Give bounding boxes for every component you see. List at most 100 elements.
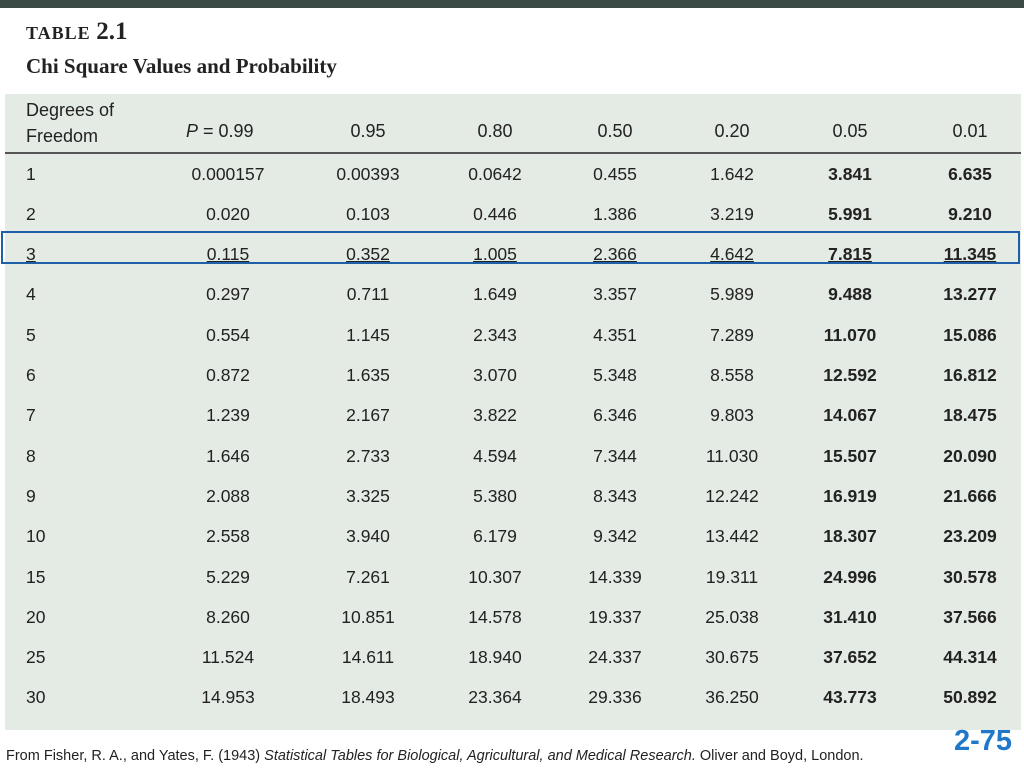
value-cell: 23.364: [468, 687, 522, 707]
value-cell: 0.455: [593, 164, 637, 184]
value-cell: 0.000157: [191, 164, 265, 184]
value-cell: 0.103: [346, 204, 390, 224]
value-cell: 14.067: [823, 405, 877, 425]
table-row: 6 0.872 1.635 3.070 5.348 8.558 12.592 16.812: [0, 355, 1024, 395]
table-row: 10 2.558 3.940 6.179 9.342 13.442 18.307 23.209: [0, 516, 1024, 556]
value-cell: 7.289: [710, 325, 754, 345]
value-cell: 8.260: [206, 607, 250, 627]
table-row: 7 1.239 2.167 3.822 6.346 9.803 14.067 18.475: [0, 395, 1024, 435]
value-cell: 18.493: [341, 687, 395, 707]
value-cell: 3.822: [473, 405, 517, 425]
value-cell: 1.239: [206, 405, 250, 425]
header-band: [5, 8, 1021, 94]
dof-header-line2: Freedom: [26, 126, 99, 146]
value-cell: 31.410: [823, 607, 877, 627]
dof-cell: 9: [26, 486, 36, 506]
value-cell: 11.070: [823, 325, 877, 345]
value-cell: 16.812: [943, 365, 997, 385]
value-cell: 24.996: [823, 567, 877, 587]
table-row: 25 11.524 14.611 18.940 24.337 30.675 37.652 44…: [0, 637, 1024, 677]
value-cell: 0.872: [206, 365, 250, 385]
header-rule: [5, 152, 1021, 154]
value-cell: 11.524: [201, 647, 255, 667]
value-cell: 19.311: [705, 567, 759, 587]
value-cell: 2.167: [346, 405, 390, 425]
value-cell: 14.611: [341, 647, 395, 667]
value-cell: 2.733: [346, 446, 390, 466]
table-panel: [5, 94, 1021, 730]
value-cell: 30.578: [943, 567, 997, 587]
table-row: 15 5.229 7.261 10.307 14.339 19.311 24.996 30.5…: [0, 557, 1024, 597]
value-cell: 0.711: [346, 284, 390, 304]
value-cell: 1.386: [593, 204, 637, 224]
p-variable: P: [186, 121, 199, 141]
dof-cell: 5: [26, 325, 36, 345]
value-cell: 3.841: [828, 164, 872, 184]
value-cell: 50.892: [943, 687, 997, 707]
value-cell: 3.325: [346, 486, 390, 506]
table-row: 8 1.646 2.733 4.594 7.344 11.030 15.507 20.090: [0, 436, 1024, 476]
value-cell: 0.352: [346, 244, 390, 264]
value-cell: 5.991: [828, 204, 872, 224]
highlight-box: [1, 231, 1020, 264]
value-cell: 6.635: [948, 164, 992, 184]
value-cell: 0.554: [206, 325, 250, 345]
value-cell: 3.357: [593, 284, 637, 304]
value-cell: 6.346: [593, 405, 637, 425]
value-cell: 18.940: [468, 647, 522, 667]
dof-cell: 30: [26, 687, 46, 707]
value-cell: 2.343: [473, 325, 517, 345]
value-cell: 9.488: [828, 284, 872, 304]
table-row: 3 0.115 0.352 1.005 2.366 4.642 7.815 11.345: [0, 234, 1024, 274]
value-cell: 18.307: [823, 526, 877, 546]
value-cell: 44.314: [943, 647, 997, 667]
value-cell: 12.592: [823, 365, 877, 385]
table-word: TABLE: [26, 23, 91, 43]
source-suffix: Oliver and Boyd, London.: [695, 748, 864, 764]
value-cell: 14.578: [468, 607, 522, 627]
table-title: Chi Square Values and Probability: [26, 54, 337, 78]
table-row: 30 14.953 18.493 23.364 29.336 36.250 43.773 50…: [0, 677, 1024, 717]
value-cell: 9.210: [948, 204, 992, 224]
value-cell: 4.642: [710, 244, 754, 264]
dof-cell: 3: [26, 244, 36, 264]
dof-cell: 20: [26, 607, 46, 627]
table-row: 5 0.554 1.145 2.343 4.351 7.289 11.070 15.086: [0, 315, 1024, 355]
value-cell: 6.179: [473, 526, 517, 546]
value-cell: 9.803: [710, 405, 754, 425]
dof-cell: 25: [26, 647, 46, 667]
value-cell: 2.088: [206, 486, 250, 506]
value-cell: 10.307: [468, 567, 522, 587]
value-cell: 0.0642: [468, 164, 522, 184]
dof-cell: 15: [26, 567, 46, 587]
table-row: 2 0.020 0.103 0.446 1.386 3.219 5.991 9.210: [0, 194, 1024, 234]
value-cell: 5.989: [710, 284, 754, 304]
top-rule: [0, 0, 1024, 8]
source-prefix: From Fisher, R. A., and Yates, F. (1943): [6, 748, 265, 764]
value-cell: 9.342: [593, 526, 637, 546]
col-header-p001: 0.01: [952, 121, 988, 141]
value-cell: 11.345: [943, 244, 997, 264]
value-cell: 3.219: [710, 204, 754, 224]
value-cell: 30.675: [705, 647, 759, 667]
source-title: Statistical Tables for Biological, Agric…: [264, 748, 696, 764]
value-cell: 15.507: [823, 446, 877, 466]
table-row: 4 0.297 0.711 1.649 3.357 5.989 9.488 13.277: [0, 274, 1024, 314]
col-header-p020: 0.20: [714, 121, 750, 141]
value-cell: 8.558: [710, 365, 754, 385]
value-cell: 29.336: [588, 687, 642, 707]
value-cell: 23.209: [943, 526, 997, 546]
col-header-p005: 0.05: [832, 121, 868, 141]
value-cell: 1.635: [346, 365, 390, 385]
dof-cell: 1: [26, 164, 36, 184]
value-cell: 0.446: [473, 204, 517, 224]
dof-cell: 10: [26, 526, 46, 546]
value-cell: 14.953: [201, 687, 255, 707]
value-cell: 0.297: [206, 284, 250, 304]
value-cell: 4.594: [473, 446, 517, 466]
dof-column-header: Degrees of Freedom: [26, 97, 156, 149]
value-cell: 19.337: [588, 607, 642, 627]
value-cell: 25.038: [705, 607, 759, 627]
dof-header-line1: Degrees of: [26, 100, 115, 120]
value-cell: 43.773: [823, 687, 877, 707]
